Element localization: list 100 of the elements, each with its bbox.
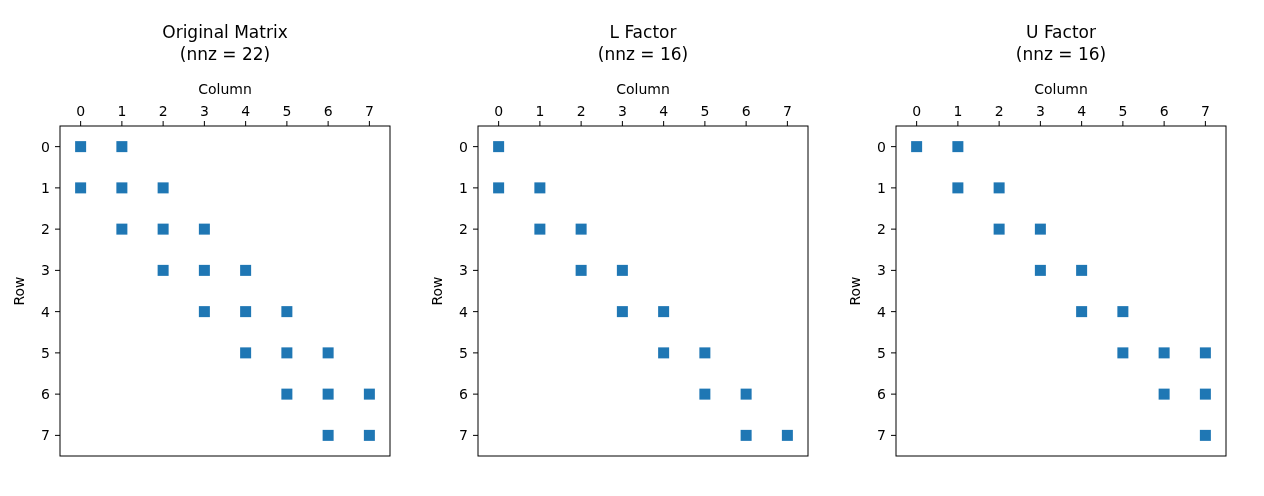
point (240, 264, 252, 276)
point (1199, 347, 1211, 359)
x-tick-label: 2 (576, 103, 586, 119)
point (1034, 223, 1046, 235)
y-tick-label: 2 (459, 221, 468, 238)
y-tick-label: 2 (877, 221, 886, 238)
x-tick-label: 3 (617, 103, 627, 119)
x-tick-label: 6 (741, 103, 751, 119)
point (116, 141, 128, 153)
point (157, 182, 169, 194)
point (157, 264, 169, 276)
x-tick-label: 1 (117, 103, 127, 119)
x-tick-label: 5 (700, 103, 710, 119)
chart-title: U Factor (nnz = 16) (1015, 22, 1107, 64)
x-tick-label: 4 (1077, 103, 1087, 119)
point (240, 306, 252, 318)
point (699, 347, 711, 359)
point (534, 223, 546, 235)
chart-title: Original Matrix (nnz = 22) (162, 22, 288, 64)
point (575, 223, 587, 235)
point (1076, 306, 1088, 318)
point (493, 182, 505, 194)
point (1117, 347, 1129, 359)
point (363, 388, 375, 400)
x-axis-title: Column (616, 81, 670, 97)
point (1158, 388, 1170, 400)
x-axis-title: Column (1034, 81, 1088, 97)
y-tick-label: 0 (41, 138, 50, 155)
point (281, 306, 293, 318)
y-tick-label: 7 (41, 427, 50, 444)
point (911, 141, 923, 153)
point (740, 429, 752, 441)
point (198, 264, 210, 276)
x-tick-label: 4 (659, 103, 669, 119)
point (116, 223, 128, 235)
y-tick-label: 0 (877, 138, 886, 155)
y-tick-label: 3 (877, 262, 886, 279)
x-tick-label: 7 (364, 103, 374, 119)
point (198, 223, 210, 235)
point (952, 182, 964, 194)
y-tick-label: 1 (459, 179, 468, 196)
point (157, 223, 169, 235)
point (575, 264, 587, 276)
point (1076, 264, 1088, 276)
point (1199, 429, 1211, 441)
y-tick-label: 5 (41, 344, 50, 361)
y-tick-label: 3 (41, 262, 50, 279)
x-tick-label: 3 (1035, 103, 1045, 119)
x-tick-label: 6 (323, 103, 333, 119)
point (322, 388, 334, 400)
x-tick-label: 7 (1200, 103, 1210, 119)
point (658, 347, 670, 359)
x-tick-label: 4 (241, 103, 251, 119)
x-tick-label: 2 (994, 103, 1004, 119)
x-tick-label: 5 (282, 103, 292, 119)
point (616, 264, 628, 276)
y-tick-label: 2 (41, 221, 50, 238)
point (699, 388, 711, 400)
x-tick-label: 0 (494, 103, 504, 119)
x-tick-label: 0 (76, 103, 86, 119)
x-tick-label: 0 (912, 103, 922, 119)
point (281, 347, 293, 359)
point (75, 182, 87, 194)
y-tick-label: 1 (877, 179, 886, 196)
point (75, 141, 87, 153)
y-tick-label: 7 (877, 427, 886, 444)
y-axis-title: Row (847, 276, 863, 306)
x-tick-label: 2 (158, 103, 168, 119)
point (240, 347, 252, 359)
point (281, 388, 293, 400)
x-tick-label: 5 (1118, 103, 1128, 119)
point (363, 429, 375, 441)
point (322, 347, 334, 359)
y-tick-label: 4 (877, 303, 887, 320)
chart-title: L Factor (nnz = 16) (597, 22, 689, 64)
y-tick-label: 1 (41, 179, 50, 196)
x-tick-label: 1 (953, 103, 963, 119)
point (116, 182, 128, 194)
y-tick-label: 6 (41, 386, 51, 403)
point (993, 223, 1005, 235)
y-tick-label: 3 (459, 262, 468, 279)
point (616, 306, 628, 318)
point (322, 429, 334, 441)
point (1199, 388, 1211, 400)
point (534, 182, 546, 194)
x-tick-label: 7 (782, 103, 792, 119)
y-tick-label: 4 (41, 303, 51, 320)
y-axis-title: Row (429, 276, 445, 306)
point (781, 429, 793, 441)
point (740, 388, 752, 400)
y-tick-label: 4 (459, 303, 469, 320)
x-tick-label: 1 (535, 103, 545, 119)
y-axis-title: Row (11, 276, 27, 306)
x-tick-label: 3 (199, 103, 209, 119)
x-tick-label: 6 (1159, 103, 1169, 119)
point (993, 182, 1005, 194)
y-tick-label: 7 (459, 427, 468, 444)
point (493, 141, 505, 153)
point (198, 306, 210, 318)
point (1034, 264, 1046, 276)
